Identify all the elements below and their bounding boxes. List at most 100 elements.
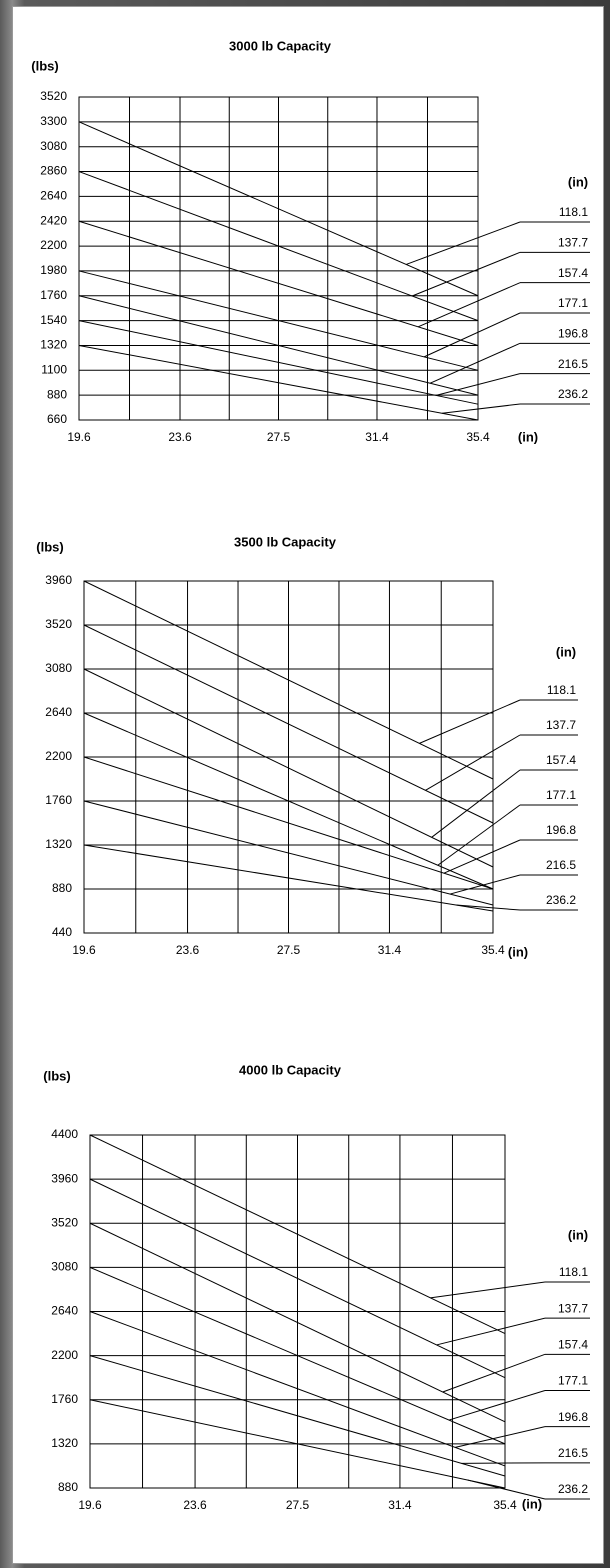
y-tick-label: 1760 [45, 793, 72, 807]
x-tick-label: 23.6 [176, 943, 200, 957]
y-tick-label: 2420 [40, 213, 67, 227]
x-axis-label: (in) [508, 944, 528, 959]
series-line [83, 800, 494, 906]
leader-line [431, 769, 521, 838]
y-tick-label: 2640 [40, 189, 67, 203]
x-tick-label: 23.6 [168, 430, 192, 444]
series-line [89, 1399, 506, 1489]
leader-line [425, 734, 521, 791]
x-tick-label: 19.6 [67, 430, 91, 444]
series-line [83, 756, 494, 890]
legend-label: 177.1 [546, 788, 576, 802]
y-tick-label: 1760 [40, 288, 67, 302]
x-tick-label: 31.4 [388, 1498, 412, 1512]
leader-line [406, 221, 521, 265]
legend-label: 216.5 [558, 357, 588, 371]
leader-line [437, 804, 521, 866]
chart-title: 3500 lb Capacity [234, 534, 337, 549]
legend-label: 137.7 [558, 236, 588, 250]
chart-title: 3000 lb Capacity [229, 38, 332, 53]
leader-line [430, 1281, 546, 1299]
y-tick-label: 660 [47, 412, 67, 426]
legend-label: 118.1 [559, 1265, 588, 1279]
y-tick-label: 2200 [51, 1348, 78, 1362]
legend-label: 118.1 [559, 205, 588, 219]
y-tick-label: 2860 [40, 164, 67, 178]
series-line [78, 320, 479, 405]
leader-line [448, 1390, 546, 1421]
series-line [83, 844, 494, 912]
y-tick-label: 3520 [40, 89, 67, 103]
series-line [78, 121, 479, 297]
leader-line [442, 1353, 546, 1393]
plot-frame [78, 96, 479, 421]
series-line [89, 1311, 506, 1467]
series-line [89, 1222, 506, 1423]
y-tick-label: 1320 [45, 837, 72, 851]
y-tick-label: 880 [47, 387, 67, 401]
leader-line [423, 312, 521, 358]
y-tick-label: 3960 [45, 573, 72, 587]
leader-line [411, 251, 521, 297]
y-tick-label: 3300 [40, 114, 67, 128]
series-line [83, 580, 494, 780]
y-tick-label: 880 [58, 1480, 78, 1494]
x-tick-label: 27.5 [286, 1498, 310, 1512]
legend-label: 157.4 [558, 266, 588, 280]
legend-label: 216.5 [546, 858, 576, 872]
legend-label: 177.1 [558, 296, 588, 310]
y-tick-label: 2640 [45, 705, 72, 719]
legend-label: 177.1 [558, 1374, 588, 1388]
y-tick-label: 1760 [51, 1392, 78, 1406]
y-tick-label: 1100 [41, 362, 67, 376]
legend-label: 236.2 [558, 387, 588, 401]
y-tick-label: 1980 [40, 263, 67, 277]
leader-line [449, 874, 521, 895]
legend-label: 196.8 [558, 1410, 588, 1424]
series-line [89, 1266, 506, 1445]
series-line [83, 712, 494, 890]
x-tick-label: 35.4 [493, 1498, 517, 1512]
series-line [83, 668, 494, 868]
x-tick-label: 19.6 [78, 1498, 102, 1512]
leader-line [429, 342, 521, 384]
leader-line [467, 1479, 546, 1500]
legend-label: 157.4 [558, 1338, 588, 1352]
y-tick-label: 880 [52, 881, 72, 895]
x-tick-label: 23.6 [183, 1498, 207, 1512]
leader-line [419, 699, 521, 744]
legend-label: 196.8 [558, 327, 588, 341]
series-line [89, 1355, 506, 1477]
legend-label: 118.1 [547, 683, 576, 697]
series-line [78, 270, 479, 371]
y-tick-label: 1540 [40, 313, 67, 327]
x-tick-label: 31.4 [365, 430, 389, 444]
x-tick-label: 27.5 [267, 430, 291, 444]
legend-label: 216.5 [558, 1446, 588, 1460]
y-tick-label: 440 [52, 925, 72, 939]
leader-line [417, 282, 521, 328]
y-tick-label: 1320 [40, 338, 67, 352]
x-tick-label: 35.4 [481, 943, 505, 957]
x-axis-label: (in) [518, 429, 538, 444]
leader-line [443, 839, 521, 874]
series-line [89, 1178, 506, 1379]
series-line [78, 171, 479, 322]
legend-title: (in) [568, 174, 588, 189]
y-tick-label: 3080 [51, 1260, 78, 1274]
x-tick-label: 27.5 [277, 943, 301, 957]
legend-title: (in) [568, 1227, 588, 1242]
leader-line [442, 403, 521, 414]
x-axis-label: (in) [522, 1496, 542, 1511]
chart-title: 4000 lb Capacity [239, 1062, 342, 1077]
legend-title: (in) [556, 644, 576, 659]
y-tick-label: 3520 [51, 1215, 78, 1229]
leader-line [436, 1317, 546, 1346]
series-line [83, 624, 494, 824]
series-line [78, 295, 479, 396]
legend-label: 196.8 [546, 823, 576, 837]
series-line [78, 344, 479, 421]
y-tick-label: 1320 [51, 1436, 78, 1450]
y-axis-label: (lbs) [31, 58, 58, 73]
